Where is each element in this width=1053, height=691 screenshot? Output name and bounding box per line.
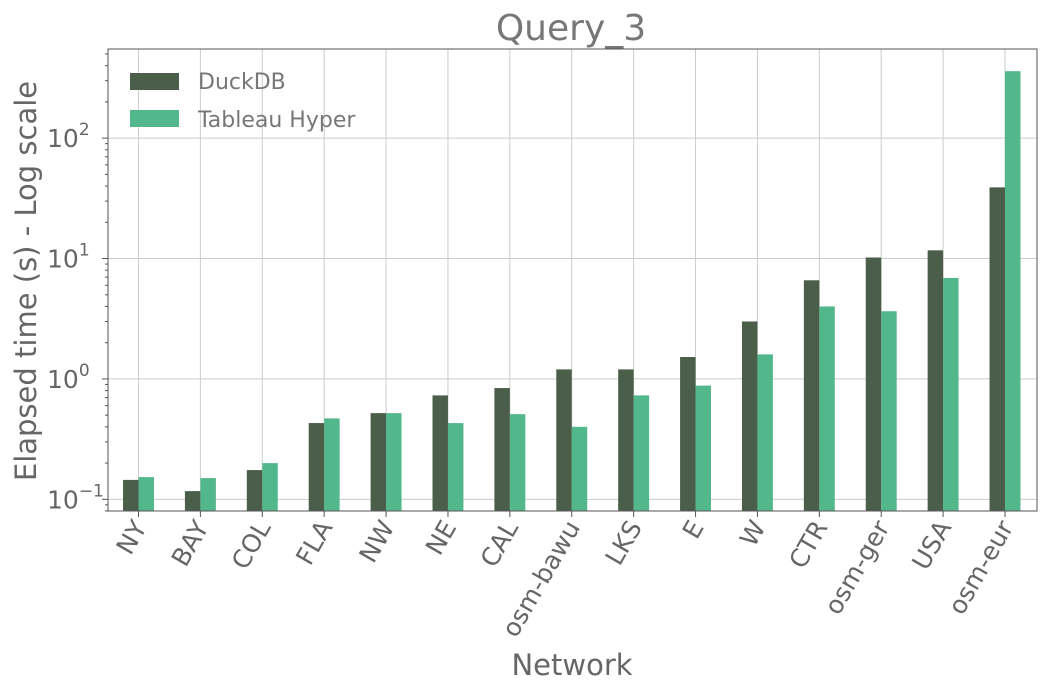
bar-tableau-hyper-ctr: [819, 306, 835, 511]
x-tick-label: LKS: [600, 516, 648, 571]
bar-duckdb-e: [680, 357, 696, 511]
bar-tableau-hyper-osm-ger: [881, 311, 897, 511]
bar-tableau-hyper-w: [757, 354, 773, 511]
bar-duckdb-w: [741, 321, 758, 511]
x-tick-label: COL: [226, 515, 277, 574]
x-tick-label: NY: [111, 515, 153, 560]
bar-tableau-hyper-e: [695, 385, 712, 511]
bar-duckdb-fla: [308, 423, 325, 511]
legend-label-duckdb: DuckDB: [198, 70, 286, 95]
bar-tableau-hyper-osm-bawu: [571, 426, 588, 511]
legend-label-tableau-hyper: Tableau Hyper: [197, 108, 356, 133]
axis-ticks: [102, 53, 1006, 517]
plot-frame: [107, 48, 1038, 512]
legend-swatch-tableau-hyper: [130, 110, 179, 127]
bar-duckdb-nw: [370, 413, 387, 511]
bar-duckdb-ny: [123, 479, 139, 511]
x-tick-label: E: [677, 516, 710, 544]
bar-duckdb-ctr: [803, 280, 820, 511]
bar-duckdb-ne: [432, 395, 448, 511]
bar-duckdb-usa: [927, 250, 944, 511]
x-tick-label: BAY: [166, 515, 215, 571]
bar-tableau-hyper-ne: [447, 423, 464, 511]
bar-duckdb-col: [246, 470, 263, 511]
bar-duckdb-cal: [494, 388, 510, 511]
x-tick-label: CAL: [475, 515, 524, 572]
x-tick-label: NE: [420, 516, 462, 560]
chart-title: Query_3: [496, 8, 646, 49]
bar-duckdb-bay: [184, 491, 201, 511]
y-tick-label: 101: [47, 241, 90, 274]
bar-tableau-hyper-nw: [386, 413, 402, 511]
bar-tableau-hyper-ny: [138, 477, 154, 511]
bar-tableau-hyper-usa: [943, 277, 959, 511]
y-tick-label: 100: [47, 361, 90, 394]
bar-tableau-hyper-fla: [324, 418, 340, 511]
bar-tableau-hyper-cal: [509, 414, 526, 511]
x-tick-label: NW: [353, 516, 400, 568]
bar-tableau-hyper-osm-eur: [1005, 71, 1021, 511]
x-tick-label: CTR: [783, 516, 833, 574]
x-tick-label: FLA: [290, 516, 338, 570]
bar-duckdb-osm-eur: [989, 187, 1005, 511]
bar-tableau-hyper-col: [262, 463, 278, 511]
bar-duckdb-osm-ger: [865, 257, 882, 511]
legend: DuckDB Tableau Hyper: [130, 70, 356, 133]
bars: [123, 71, 1021, 511]
x-tick-label: W: [734, 516, 771, 552]
bar-tableau-hyper-lks: [633, 395, 650, 511]
y-tick-label: 102: [47, 120, 90, 153]
y-axis-label: Elapsed time (s) - Log scale: [9, 81, 43, 481]
y-tick-label: 10−1: [47, 481, 104, 514]
bar-duckdb-lks: [618, 369, 634, 511]
x-tick-label: USA: [906, 516, 957, 575]
legend-swatch-duckdb: [130, 73, 179, 90]
bar-tableau-hyper-bay: [200, 478, 216, 511]
y-tick-labels: 10−1 100 101 102: [47, 120, 104, 514]
bar-duckdb-osm-bawu: [556, 369, 572, 511]
x-axis-label: Network: [511, 648, 632, 682]
